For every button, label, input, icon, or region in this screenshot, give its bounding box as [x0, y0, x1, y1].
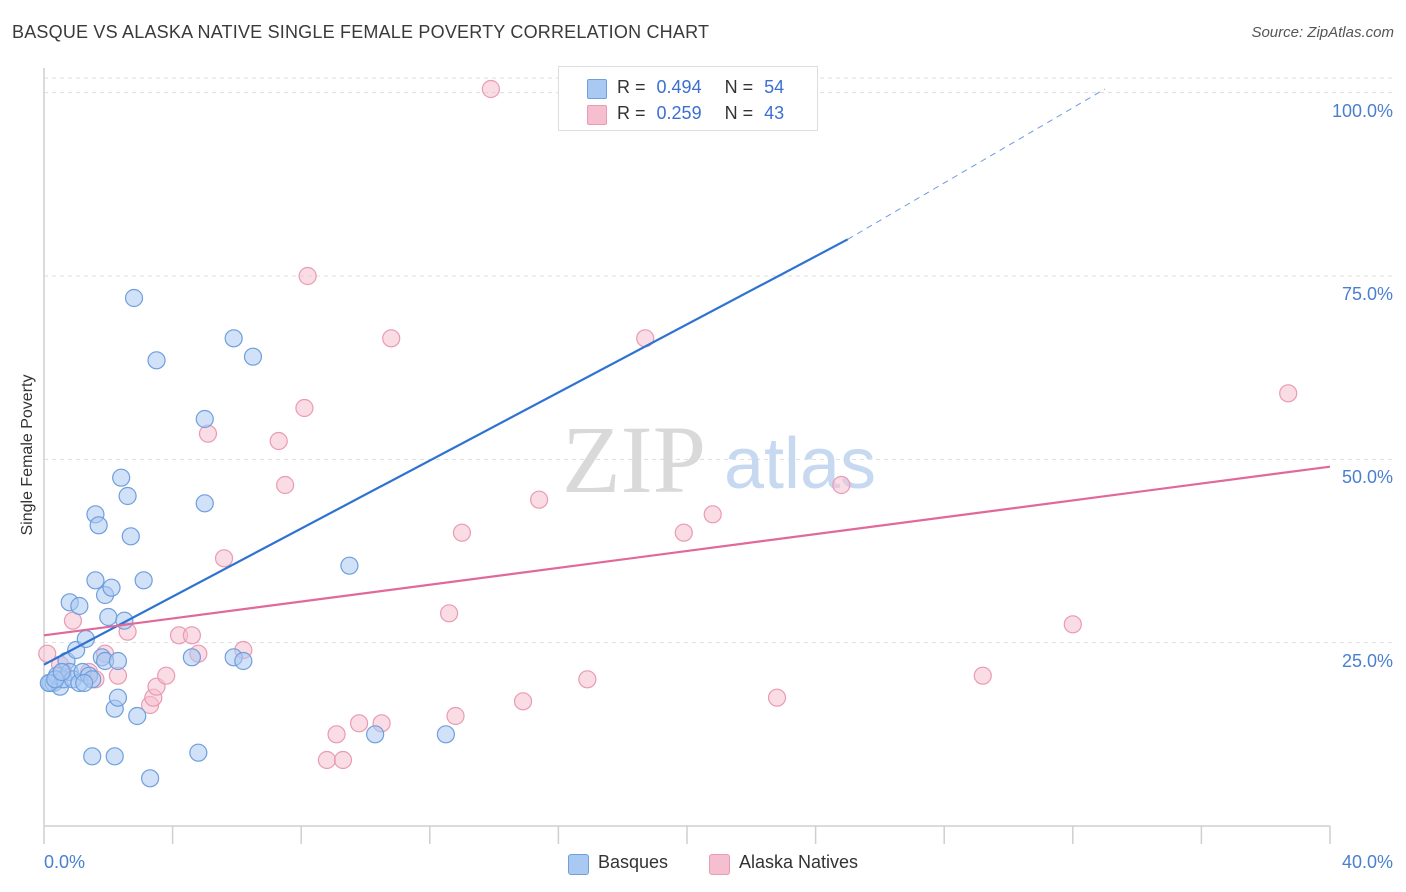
- alaska-natives-point: [214, 549, 234, 568]
- basques-point: [224, 329, 243, 348]
- alaska-natives-point: [276, 475, 295, 495]
- basques-point: [140, 769, 160, 788]
- alaska-natives-point: [703, 505, 722, 524]
- basques-points: [39, 79, 793, 788]
- basques-point: [124, 288, 144, 308]
- basques-point: [134, 571, 153, 590]
- basques-point: [105, 747, 124, 766]
- alaska-natives-point: [298, 266, 317, 286]
- basques-point: [147, 351, 166, 370]
- n-value-alaska-natives: 43: [764, 103, 785, 123]
- basques-swatch: [568, 854, 589, 875]
- alaska-natives-point: [452, 523, 472, 542]
- n-value-basques: 54: [764, 77, 785, 97]
- alaska-natives-trend-line: [43, 465, 1331, 637]
- alaska-natives-point: [269, 431, 288, 451]
- y-tick-label: 75.0%: [1341, 284, 1393, 304]
- alaska-natives-point: [446, 706, 465, 726]
- basques-point: [195, 409, 214, 429]
- alaska-natives-point: [327, 725, 346, 744]
- basques-point: [189, 743, 208, 762]
- basques-point: [195, 494, 214, 513]
- alaska-natives-point: [530, 490, 549, 509]
- basques-trend-line: [43, 238, 849, 666]
- y-tick-label: 100.0%: [1331, 100, 1393, 121]
- r-label: R =: [617, 103, 646, 123]
- watermark-atlas: atlas: [724, 424, 876, 504]
- alaska-natives-point: [349, 714, 369, 733]
- alaska-natives-point: [333, 750, 353, 770]
- correlation-legend: R = 0.494 N = 54 R = 0.259 N = 43: [558, 66, 818, 131]
- r-value-basques: 0.494: [656, 77, 702, 97]
- basques-point: [112, 468, 131, 487]
- source-label: Source: ZipAtlas.com: [1251, 24, 1394, 41]
- alaska-natives-point: [767, 688, 787, 707]
- basques-point: [89, 516, 108, 535]
- alaska-natives-point: [182, 626, 201, 645]
- alaska-natives-point: [513, 692, 533, 711]
- chart-title: BASQUE VS ALASKA NATIVE SINGLE FEMALE PO…: [12, 22, 710, 42]
- basques-point: [102, 578, 121, 597]
- alaska-natives-point: [295, 398, 314, 418]
- basques-point: [121, 527, 140, 546]
- basques-point: [234, 651, 253, 671]
- basques-point: [86, 571, 105, 590]
- alaska-natives-point: [317, 750, 337, 770]
- basques-point: [436, 725, 455, 744]
- alaska-natives-point: [674, 523, 693, 542]
- basques-point: [70, 596, 89, 616]
- r-value-alaska-natives: 0.259: [656, 103, 702, 123]
- basques-point: [243, 347, 263, 366]
- basques-point: [108, 688, 128, 707]
- n-label: N =: [724, 77, 754, 97]
- x-tick-max: 40.0%: [1341, 852, 1393, 872]
- basques-point: [366, 725, 385, 744]
- alaska-natives-point: [382, 329, 401, 348]
- alaska-natives-point: [578, 670, 597, 689]
- r-label: R =: [617, 77, 646, 97]
- basques-trend-extension: [847, 88, 1106, 240]
- legend-label-basques: Basques: [598, 852, 669, 872]
- legend-label-alaska-natives: Alaska Natives: [739, 852, 859, 872]
- basques-point: [118, 486, 137, 506]
- y-tick-label: 50.0%: [1341, 467, 1393, 488]
- watermark-zip: ZIP: [562, 406, 706, 513]
- alaska-natives-point: [157, 666, 176, 685]
- alaska-natives-point: [439, 604, 459, 623]
- n-label: N =: [724, 103, 754, 123]
- alaska-natives-point: [198, 424, 218, 443]
- alaska-natives-point: [832, 475, 851, 495]
- alaska-natives-point: [1063, 615, 1082, 634]
- alaska-natives-point: [1279, 384, 1298, 403]
- alaska-natives-swatch: [709, 854, 730, 875]
- x-tick-min: 0.0%: [44, 852, 86, 872]
- y-tick-label: 25.0%: [1341, 650, 1393, 671]
- basques-point: [182, 648, 201, 667]
- basques-swatch: [587, 79, 607, 99]
- trend-lines: [43, 88, 1331, 666]
- alaska-natives-point: [973, 666, 992, 685]
- alaska-natives-point: [481, 79, 500, 99]
- basques-point: [52, 662, 71, 682]
- watermark: ZIP atlas: [562, 406, 876, 513]
- alaska-natives-swatch: [587, 105, 607, 125]
- basques-point: [108, 651, 128, 671]
- axes: [43, 68, 1331, 844]
- basques-point: [99, 607, 118, 627]
- basques-point: [340, 556, 359, 575]
- y-axis-label: Single Female Poverty: [19, 374, 36, 536]
- basques-point: [75, 673, 94, 693]
- basques-point: [128, 706, 147, 726]
- basques-point: [83, 747, 102, 766]
